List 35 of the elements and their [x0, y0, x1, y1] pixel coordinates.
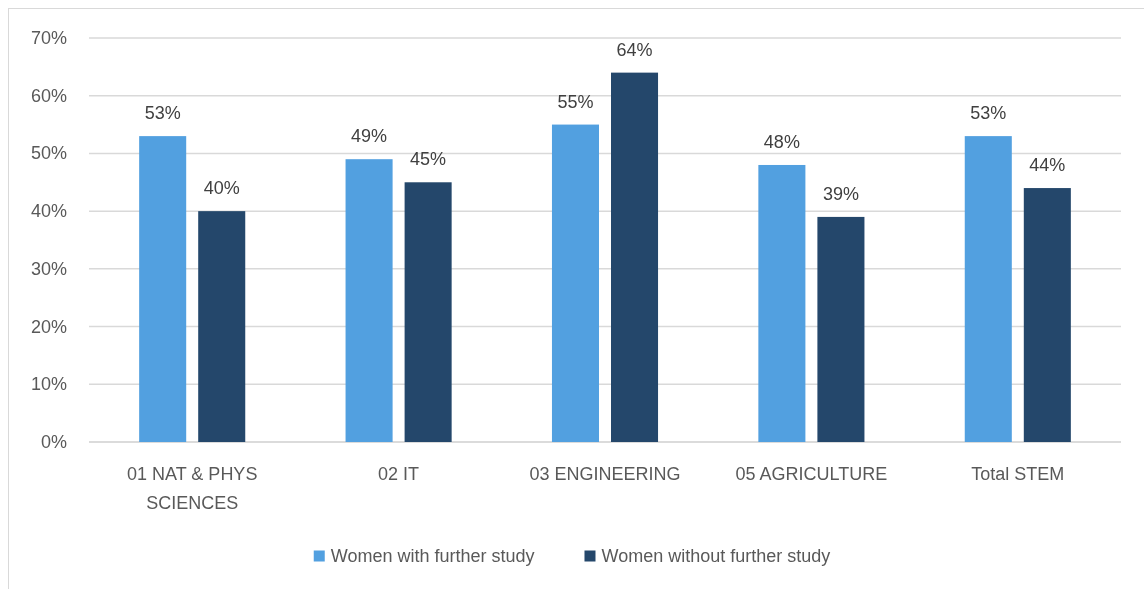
y-tick-label: 40% [30, 201, 67, 222]
bar [551, 124, 599, 442]
data-label: 45% [410, 149, 447, 170]
y-tick-label: 60% [30, 85, 67, 106]
y-tick-label: 20% [30, 316, 67, 337]
data-label: 53% [144, 103, 181, 124]
data-label: 44% [1029, 155, 1066, 176]
data-label: 48% [763, 131, 800, 152]
data-label: 49% [351, 126, 388, 147]
data-label: 55% [557, 91, 594, 112]
bar [139, 136, 187, 442]
x-tick-label: 01 NAT & PHYS SCIENCES [127, 464, 258, 513]
bar [404, 182, 452, 442]
y-tick-label: 50% [30, 143, 67, 164]
data-label: 39% [822, 183, 859, 204]
data-label: 64% [616, 39, 653, 60]
x-tick-label: 03 ENGINEERING [529, 464, 681, 484]
y-tick-label: 70% [30, 28, 67, 48]
bar [1023, 188, 1071, 442]
data-label: 53% [970, 103, 1007, 124]
bar [758, 164, 806, 442]
bar [964, 136, 1012, 442]
data-label: 40% [203, 178, 240, 199]
x-tick-label: Total STEM [971, 464, 1065, 484]
x-tick-label: 05 AGRICULTURE [735, 464, 888, 484]
bar [198, 211, 246, 442]
y-tick-label: 0% [40, 432, 67, 452]
legend-label: Women with further study [330, 546, 535, 566]
bar [817, 216, 865, 442]
bar [345, 159, 393, 442]
y-tick-label: 30% [30, 258, 67, 279]
x-tick-label: 02 IT [378, 464, 420, 484]
legend-label: Women without further study [601, 546, 831, 566]
y-tick-label: 10% [30, 374, 67, 395]
bar [611, 72, 659, 442]
